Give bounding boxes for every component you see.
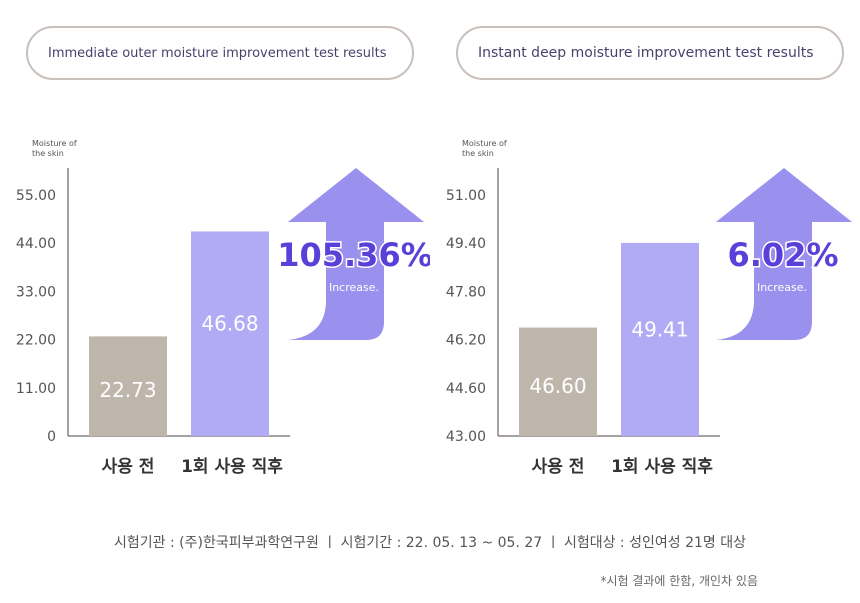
bar-value-label: 46.60 [529, 374, 586, 398]
y-tick-label: 55.00 [16, 188, 56, 204]
y-tick-label: 46.20 [446, 333, 486, 349]
chart-title-outer-moisture: Immediate outer moisture improvement tes… [26, 26, 414, 80]
chart-title-text: Instant deep moisture improvement test r… [478, 45, 814, 61]
y-axis-label-line: the skin [32, 149, 64, 158]
y-tick-label: 44.60 [446, 381, 486, 397]
bar-after-use [621, 242, 699, 436]
bar-value-label: 22.73 [99, 378, 156, 402]
increase-percent: 105.36% [277, 236, 430, 274]
increase-label: Increase. [757, 281, 807, 294]
y-axis-label-line: the skin [462, 149, 494, 158]
increase-label: Increase. [329, 281, 379, 294]
test-info: 시험기관 : (주)한국피부과학연구원 ㅣ 시험기간 : 22. 05. 13 … [114, 535, 746, 551]
y-axis-label-line: Moisture of [462, 139, 507, 148]
increase-arrow-icon [716, 168, 852, 340]
y-tick-label: 11.00 [16, 381, 56, 397]
y-axis-label-line: Moisture of [32, 139, 77, 148]
increase-percent: 6.02% [727, 236, 838, 274]
increase-arrow-icon [288, 168, 424, 340]
chart-title-deep-moisture: Instant deep moisture improvement test r… [456, 26, 844, 80]
bar-value-label: 46.68 [201, 312, 258, 336]
y-tick-label: 47.80 [446, 284, 486, 300]
bar-after-use [191, 231, 269, 436]
y-tick-label: 22.00 [16, 333, 56, 349]
x-category-label: 사용 전 [102, 457, 155, 477]
disclaimer-note: *시험 결과에 한함, 개인차 있음 [600, 574, 758, 588]
bar-value-label: 49.41 [631, 317, 688, 341]
x-category-label: 1회 사용 직후 [181, 456, 283, 477]
bar-before-use [89, 336, 167, 436]
y-tick-label: 43.00 [446, 429, 486, 445]
y-tick-label: 44.00 [16, 236, 56, 252]
x-category-label: 사용 전 [532, 457, 585, 477]
y-tick-label: 49.40 [446, 236, 486, 252]
y-tick-label: 51.00 [446, 188, 486, 204]
y-tick-label: 0 [47, 429, 56, 445]
bar-before-use [519, 327, 597, 436]
y-tick-label: 33.00 [16, 284, 56, 300]
chart-title-text: Immediate outer moisture improvement tes… [48, 45, 387, 61]
x-category-label: 1회 사용 직후 [611, 456, 713, 477]
